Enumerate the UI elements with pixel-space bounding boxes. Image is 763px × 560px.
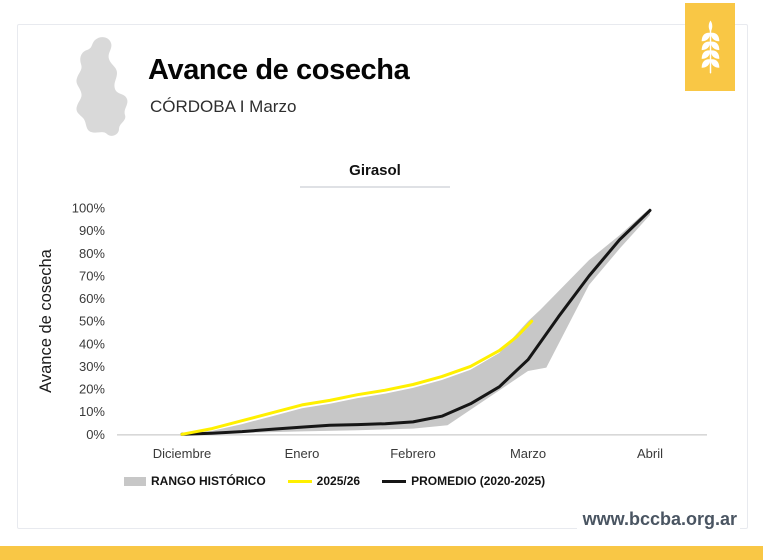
chart-legend: RANGO HISTÓRICO 2025/26 PROMEDIO (2020-202…	[124, 474, 545, 488]
y-tick-label: 60%	[79, 291, 105, 306]
chart-title: Girasol	[300, 162, 450, 188]
legend-swatch	[124, 476, 146, 486]
x-axis-label: Enero	[285, 446, 320, 461]
y-tick-label: 90%	[79, 223, 105, 238]
harvest-progress-chart: 0% 10% 20% 30% 40% 50% 60% 70% 80% 90% 100% Diciemb…	[37, 201, 707, 461]
x-axis-label: Abril	[637, 446, 663, 461]
legend-item-promedio-2020-2025-: PROMEDIO (2020-2025)	[382, 474, 545, 488]
series-line-promedio-2020-2025-	[180, 208, 652, 436]
y-tick-label: 10%	[79, 404, 105, 419]
y-tick-label: 70%	[79, 268, 105, 283]
cordoba-map-icon	[76, 37, 128, 136]
y-tick-label: 80%	[79, 246, 105, 261]
page-subtitle: CÓRDOBA I Marzo	[150, 97, 297, 116]
legend-label: PROMEDIO (2020-2025)	[411, 474, 546, 488]
legend-item-2025-26: 2025/26	[287, 474, 361, 488]
bottom-accent-bar	[0, 546, 763, 560]
x-axis-label: Febrero	[390, 446, 436, 461]
website-text: www.bccba.org.ar	[576, 509, 740, 532]
y-tick-label: 50%	[79, 314, 105, 329]
content-card	[17, 24, 748, 529]
y-tick-label: 30%	[79, 359, 105, 374]
legend-label: 2025/26	[316, 474, 361, 488]
x-axis-label: Diciembre	[153, 446, 212, 461]
x-axis-label: Marzo	[510, 446, 546, 461]
y-axis-title: Avance de cosecha	[37, 248, 55, 393]
wheat-icon	[701, 20, 719, 73]
legend-label: RANGO HISTÓRICO	[151, 474, 266, 488]
y-tick-label: 40%	[79, 336, 105, 351]
historical-range-band	[182, 208, 650, 435]
page-title: Avance de cosecha	[148, 54, 410, 86]
y-tick-label: 20%	[79, 382, 105, 397]
series-line-2025-26	[180, 319, 534, 436]
y-tick-label: 0%	[86, 427, 105, 442]
legend-swatch	[287, 479, 312, 483]
legend-item-rango-hist-rico: RANGO HISTÓRICO	[124, 474, 266, 488]
legend-swatch	[382, 479, 407, 483]
brand-logo-square	[685, 3, 735, 91]
y-tick-label: 100%	[72, 201, 106, 216]
